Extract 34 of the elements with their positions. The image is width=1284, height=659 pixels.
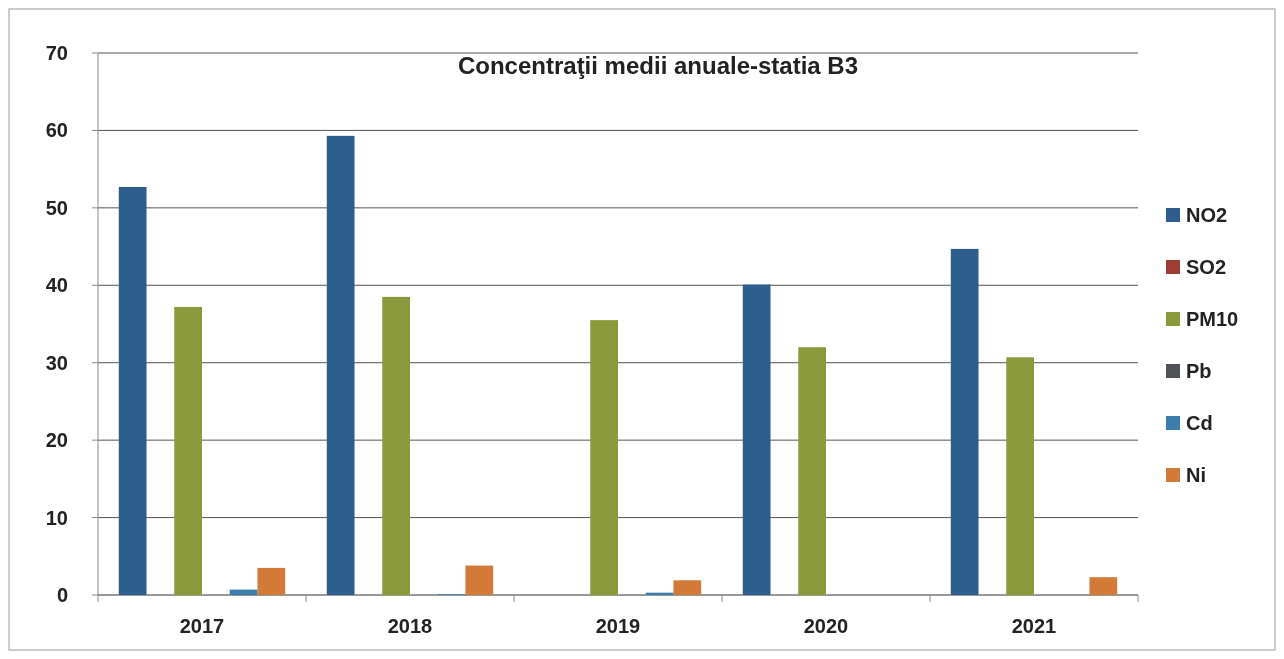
bar [118, 186, 147, 595]
bar [950, 248, 979, 595]
y-tick-label: 50 [45, 196, 68, 219]
bar [673, 580, 702, 595]
y-tick-label: 20 [45, 429, 68, 452]
bar [229, 589, 258, 595]
x-tick-label: 2020 [803, 615, 849, 637]
bar [742, 284, 771, 595]
bar [1006, 357, 1034, 595]
bar [590, 320, 618, 595]
x-tick-label: 2019 [595, 615, 641, 637]
y-tick-label: 70 [45, 42, 68, 64]
y-tick-label: 40 [45, 274, 68, 297]
legend-label: SO2 [1186, 256, 1227, 278]
legend-label: Pb [1186, 360, 1212, 382]
y-tick-label: 0 [56, 584, 68, 606]
x-tick-label: 2017 [179, 615, 225, 637]
y-tick-label: 10 [45, 506, 68, 529]
legend-label: NO2 [1186, 204, 1228, 226]
x-tick-label: 2018 [387, 615, 433, 637]
legend-label: PM10 [1186, 308, 1239, 330]
y-tick-label: 60 [45, 119, 68, 142]
bar [257, 567, 286, 595]
bar [174, 306, 202, 595]
bar [1089, 577, 1118, 595]
bar [465, 565, 494, 595]
x-tick-label: 2021 [1011, 615, 1057, 637]
bar [798, 347, 826, 595]
chart-title: Concentraţii medii anuale-statia B3 [457, 52, 859, 79]
legend-label: Cd [1186, 412, 1213, 434]
legend-label: Ni [1186, 464, 1206, 486]
bar [326, 135, 355, 595]
y-tick-label: 30 [45, 351, 68, 374]
bar [382, 296, 410, 595]
